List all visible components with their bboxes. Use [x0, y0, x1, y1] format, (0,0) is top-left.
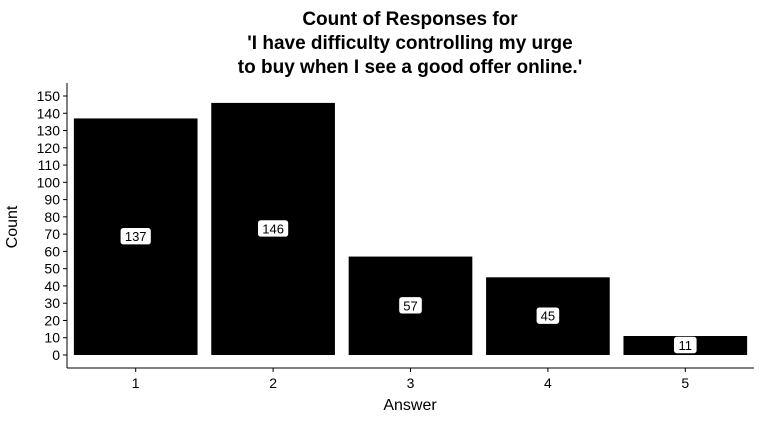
x-tick-label: 5	[681, 375, 689, 391]
chart-title: Count of Responses for 'I have difficult…	[238, 9, 582, 78]
x-tick-label: 3	[407, 375, 415, 391]
y-tick-label: 30	[44, 295, 60, 311]
y-tick-label: 110	[38, 157, 61, 173]
x-tick-label: 1	[132, 375, 140, 391]
data-label-box	[257, 219, 289, 238]
y-tick-label: 80	[44, 209, 60, 225]
data-label-5: 11	[673, 336, 698, 354]
y-axis-title: Count	[4, 205, 21, 248]
y-tick-label: 60	[44, 243, 60, 259]
y-tick-label: 140	[37, 105, 61, 121]
x-axis: 1 2 3 4 5	[67, 367, 754, 391]
data-label-text: 45	[541, 309, 555, 324]
data-label-text: 137	[125, 229, 147, 244]
chart-title-line-2: 'I have difficulty controlling my urge	[247, 33, 572, 54]
data-label-box	[673, 336, 698, 354]
data-label-3: 57	[398, 296, 423, 315]
data-label-text: 57	[403, 298, 417, 313]
data-label-box	[120, 227, 152, 246]
bars-group	[73, 102, 748, 356]
y-tick-label: 130	[37, 123, 61, 139]
x-tick-label: 4	[544, 375, 552, 391]
x-tick-label: 2	[269, 375, 277, 391]
data-label-text: 11	[679, 338, 693, 353]
y-tick-label: 150	[37, 88, 61, 104]
data-label-box	[398, 296, 423, 315]
data-label-box	[535, 306, 560, 325]
y-tick-label: 90	[44, 192, 60, 208]
data-label-text: 146	[262, 221, 284, 236]
chart-title-line-3: to buy when I see a good offer online.'	[238, 57, 582, 78]
y-tick-label: 70	[44, 226, 60, 242]
y-tick-label: 50	[44, 261, 60, 277]
data-labels-group: 137 146 57 45 11	[120, 219, 698, 354]
data-label-1: 137	[120, 227, 152, 246]
data-label-2: 146	[257, 219, 289, 238]
y-tick-label: 10	[44, 330, 60, 346]
y-tick-label: 20	[44, 312, 60, 328]
y-tick-label: 0	[52, 347, 60, 363]
chart-title-line-1: Count of Responses for	[302, 9, 518, 30]
y-tick-label: 40	[44, 278, 60, 294]
y-tick-label: 100	[37, 174, 61, 190]
x-axis-title: Answer	[383, 397, 437, 414]
data-label-4: 45	[535, 306, 560, 325]
y-tick-label: 120	[37, 140, 61, 156]
